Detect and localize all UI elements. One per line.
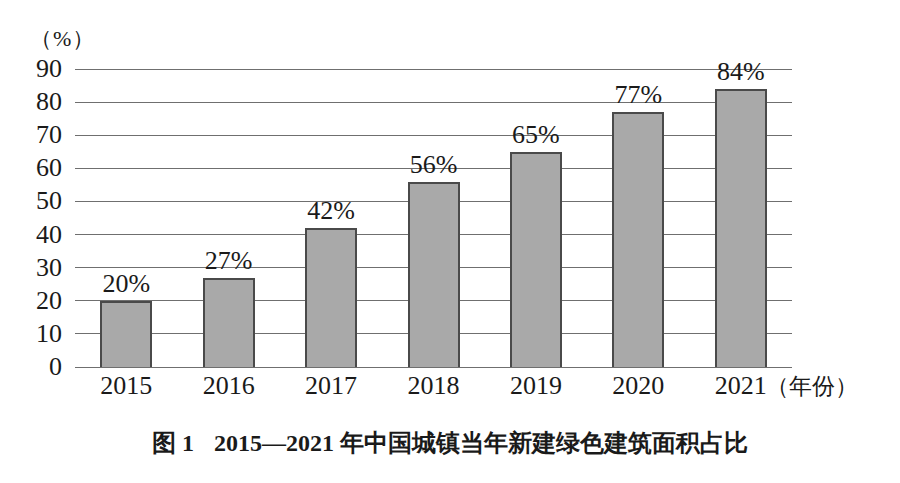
x-axis-unit-label: （年份） [766,374,858,400]
value-label-2018: 56% [379,152,489,178]
value-label-2021: 84% [686,59,796,85]
y-tick-label-20: 20 [4,286,62,316]
y-tick-label-10: 10 [4,319,62,349]
gridline-70 [75,135,792,136]
y-tick-label-30: 30 [4,253,62,283]
y-tick-label-50: 50 [4,186,62,216]
bar-2017 [305,228,357,367]
x-tick-label-2018: 2018 [379,372,489,400]
value-label-2016: 27% [174,248,284,274]
x-tick-label-2020: 2020 [583,372,693,400]
figure-title: 2015—2021 年中国城镇当年新建绿色建筑面积占比 [214,430,748,456]
plot-area: 20%27%42%56%65%77%84% [75,69,792,367]
value-label-2017: 42% [276,198,386,224]
y-tick-label-90: 90 [4,54,62,84]
figure-caption: 图 1 2015—2021 年中国城镇当年新建绿色建筑面积占比 [0,429,900,457]
gridline-90 [75,69,792,70]
value-label-2015: 20% [71,271,181,297]
y-tick-label-80: 80 [4,87,62,117]
y-tick-label-70: 70 [4,120,62,150]
bar-2016 [203,278,255,367]
y-tick-label-60: 60 [4,153,62,183]
bar-2019 [510,152,562,367]
x-tick-label-2016: 2016 [174,372,284,400]
figure-number: 图 1 [152,430,194,456]
x-tick-label-2015: 2015 [71,372,181,400]
y-axis-unit-label: （%） [30,24,95,54]
bar-2015 [100,301,152,367]
value-label-2020: 77% [583,82,693,108]
bar-2020 [612,112,664,367]
figure-page: （%） 20%27% 42% 56% 65% 77%84% 010203040 50607… [0,0,900,483]
y-tick-label-40: 40 [4,220,62,250]
y-tick-label-0: 0 [4,352,62,382]
value-label-2019: 65% [481,122,591,148]
bar-2021 [715,89,767,367]
bar-chart: （%） 20%27% 42% 56% 65% 77%84% 010203040 50607… [0,0,900,420]
x-tick-label-2017: 2017 [276,372,386,400]
bar-2018 [408,182,460,367]
x-tick-label-2019: 2019 [481,372,591,400]
